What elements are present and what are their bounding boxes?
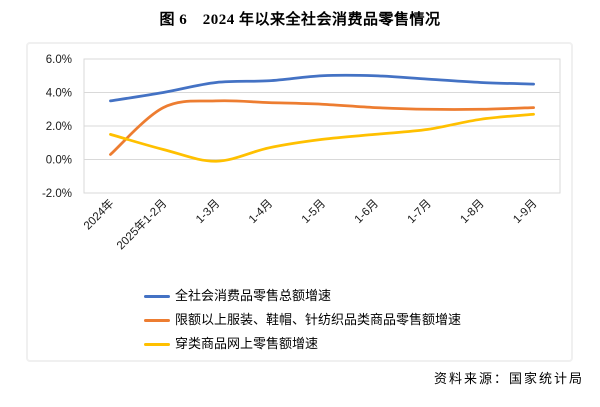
x-axis-tick-label: 1-3月: [194, 198, 222, 226]
legend-item: 全社会消费品零售总额增速: [144, 288, 461, 304]
x-axis-tick-label: 1-5月: [300, 198, 328, 226]
x-axis-tick-label: 1-6月: [353, 198, 381, 226]
y-axis-tick-label: 0.0%: [46, 155, 72, 167]
x-axis-tick-label: 1-8月: [458, 198, 486, 226]
source-note: 资料来源：国家统计局: [433, 371, 584, 386]
y-axis-tick-label: 4.0%: [46, 88, 72, 100]
legend-item: 限额以上服装、鞋帽、针纺织品类商品零售额增速: [144, 312, 461, 328]
legend-item: 穿类商品网上零售额增速: [144, 336, 461, 352]
x-axis-tick-label: 2025年1-2月: [113, 196, 169, 252]
y-axis-tick-label: 6.0%: [46, 54, 72, 66]
series-line: [109, 99, 535, 156]
chart-title: 图 6 2024 年以来全社会消费品零售情况: [159, 12, 441, 28]
x-axis-tick-label: 1-9月: [511, 198, 539, 226]
legend-label: 限额以上服装、鞋帽、针纺织品类商品零售额增速: [175, 312, 462, 327]
x-axis-tick-label: 1-7月: [406, 198, 434, 226]
y-axis-tick-label: 2.0%: [46, 121, 72, 133]
legend-label: 穿类商品网上零售额增速: [175, 336, 319, 351]
series-line: [109, 112, 535, 163]
chart-container: 6.0% 4.0% 2.0% 0.0% -2.0% 2024年 2025年1-2月 1-3月 1…: [26, 42, 573, 362]
series-line: [109, 73, 535, 103]
x-axis-tick-label: 1-4月: [247, 198, 275, 226]
legend-swatch-line: [144, 318, 170, 322]
y-axis-tick-label: -2.0%: [42, 188, 72, 200]
x-axis-tick-label: 2024年: [80, 196, 116, 232]
legend-swatch-line: [144, 294, 170, 298]
legend-swatch-line: [144, 342, 170, 346]
legend-label: 全社会消费品零售总额增速: [175, 288, 332, 303]
chart-legend: 全社会消费品零售总额增速限额以上服装、鞋帽、针纺织品类商品零售额增速 穿类商品网上…: [144, 288, 461, 352]
